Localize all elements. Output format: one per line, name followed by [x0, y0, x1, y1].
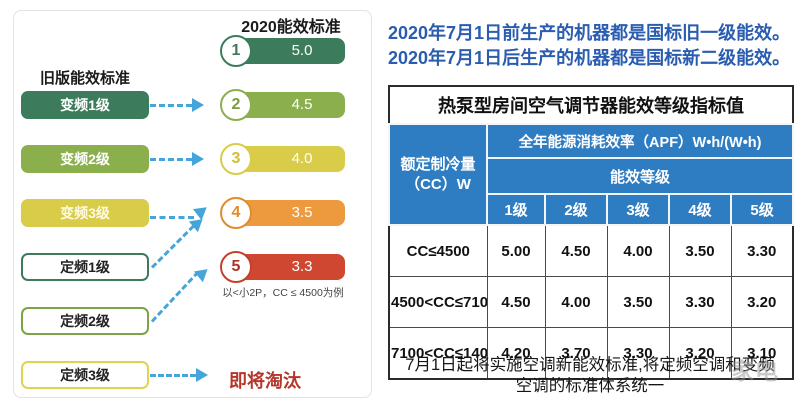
grade-col-2: 2级 [544, 193, 608, 226]
row1-grade1: 5.00 [486, 224, 546, 277]
cc-column-header: 额定制冷量 （CC）W [388, 123, 488, 226]
new-grade-circle-4: 4 [220, 197, 252, 229]
old-grade-pill-fixed-1: 定频1级 [21, 253, 149, 281]
grade-col-1: 1级 [486, 193, 546, 226]
footnote-line1: 7月1日起将实施空调新能效标准,将定频空调和变频 [405, 356, 775, 374]
old-grade-pill-inverter-1: 变频1级 [21, 91, 149, 119]
standards-mapping-diagram: 2020能效标准 旧版能效标准 变频1级 变频2级 变频3级 定频1级 定频2级… [13, 10, 372, 398]
footnote-line2: 空调的标准体系统一 [515, 377, 665, 395]
table-row: 4500<CC≤7100 4.50 4.00 3.50 3.30 3.20 [388, 276, 794, 328]
table-title: 热泵型房间空气调节器能效等级指标值 [389, 86, 794, 125]
apf-header: 全年能源消耗效率（APF）W•h/(W•h) [485, 123, 795, 159]
new-standard-title: 2020能效标准 [241, 19, 341, 36]
row3-grade1: 4.20 [486, 327, 546, 380]
arrow-fixed2-to-grade5-icon [150, 270, 200, 323]
arrow-inverter1-to-grade2-icon [150, 98, 204, 112]
table-row: 7100<CC≤14000 4.20 3.70 3.30 3.20 3.10 [388, 327, 794, 380]
arrow-inverter2-to-grade3-icon [150, 152, 204, 166]
row1-grade4: 3.50 [668, 224, 732, 277]
row3-grade5: 3.10 [730, 327, 794, 380]
old-grade-pill-inverter-2: 变频2级 [21, 145, 149, 173]
new-grade-circle-2: 2 [220, 89, 252, 121]
footnote: 7月1日起将实施空调新能效标准,将定频空调和变频 空调的标准体系统一 [388, 355, 792, 397]
row2-grade2: 4.00 [544, 276, 608, 328]
row1-grade5: 3.30 [730, 224, 794, 277]
new-grade-circle-1: 1 [220, 35, 252, 67]
efficiency-grade-table: 热泵型房间空气调节器能效等级指标值 额定制冷量 （CC）W 全年能源消耗效率（A… [388, 85, 795, 380]
arrow-inverter3-to-grade4-icon [150, 210, 194, 224]
row1-grade3: 4.00 [606, 224, 670, 277]
old-grade-pill-fixed-3: 定频3级 [21, 361, 149, 389]
row3-grade3: 3.30 [606, 327, 670, 380]
old-grade-pill-inverter-3: 变频3级 [21, 199, 149, 227]
arrowhead-grade5-icon [193, 263, 213, 283]
cc-header-line1: 额定制冷量 [400, 155, 476, 173]
headline-line2: 2020年7月1日后生产的机器都是国标新二级能效。 [388, 48, 791, 68]
row2-grade5: 3.20 [730, 276, 794, 328]
grade-col-3: 3级 [606, 193, 670, 226]
new-grade-circle-3: 3 [220, 143, 252, 175]
old-standard-title: 旧版能效标准 [40, 70, 131, 87]
table-row: CC≤4500 5.00 4.50 4.00 3.50 3.30 [388, 224, 794, 277]
row3-grade4: 3.20 [668, 327, 732, 380]
grade-header: 能效等级 [485, 157, 795, 195]
row2-range: 4500<CC≤7100 [388, 276, 488, 328]
arrow-fixed3-to-eliminated-icon [150, 368, 208, 382]
new-grade-circle-5: 5 [220, 251, 252, 283]
arrow-fixed1-to-grade4-icon [150, 224, 195, 269]
headline-line1: 2020年7月1日前生产的机器都是国标旧一级能效。 [388, 23, 791, 43]
row2-grade4: 3.30 [668, 276, 732, 328]
row2-grade3: 3.50 [606, 276, 670, 328]
row2-grade1: 4.50 [486, 276, 546, 328]
old-grade-pill-fixed-2: 定频2级 [21, 307, 149, 335]
row1-grade2: 4.50 [544, 224, 608, 277]
grade-col-4: 4级 [668, 193, 732, 226]
eliminated-label: 即将淘汰 [229, 371, 301, 391]
headline: 2020年7月1日前生产的机器都是国标旧一级能效。 2020年7月1日后生产的机… [388, 21, 798, 71]
cc-header-line2: （CC）W [405, 175, 471, 193]
grade-col-5: 5级 [729, 193, 795, 226]
row3-range: 7100<CC≤14000 [388, 327, 488, 380]
watermark: 家电 [731, 358, 779, 384]
example-note: 以<小2P，CC ≤ 4500为例 [222, 287, 344, 299]
row1-range: CC≤4500 [388, 224, 488, 277]
